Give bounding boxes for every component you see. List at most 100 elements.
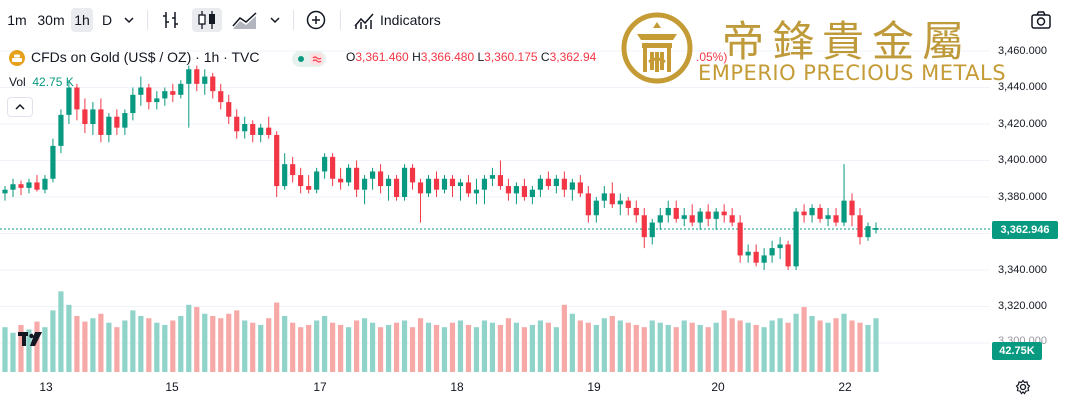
volume-bar [681, 320, 687, 372]
candle-body [98, 109, 104, 135]
volume-bar [817, 320, 823, 372]
candle-body [385, 178, 392, 187]
volume-bar [298, 327, 304, 372]
candle-body [34, 182, 40, 190]
volume-bar [769, 320, 775, 372]
chevron-down-icon[interactable] [266, 8, 284, 32]
candle-body [465, 182, 472, 194]
volume-bar [330, 322, 336, 372]
interval-30m[interactable]: 30m [37, 12, 65, 28]
volume-bar [50, 310, 56, 372]
candle-body [210, 76, 216, 92]
candle-body [497, 175, 504, 187]
interval-1h[interactable]: 1h [71, 8, 93, 32]
candle-body [361, 178, 368, 190]
candle-body [170, 91, 176, 95]
candle-body [633, 207, 639, 216]
volume-bar [809, 316, 815, 372]
indicators-button[interactable]: Indicators [380, 12, 441, 28]
volume-bar [753, 324, 759, 372]
candle-body [202, 76, 208, 84]
candle-body [2, 189, 8, 194]
volume-bar [545, 322, 551, 372]
candle-body [314, 171, 320, 190]
candle-body [425, 178, 432, 194]
candle-body [857, 215, 863, 238]
price-axis-label: 3,400.000 [998, 154, 1047, 166]
candle-body [266, 127, 272, 135]
volume-bar [282, 316, 288, 372]
time-axis-label: 17 [313, 380, 327, 394]
candle-body [282, 164, 288, 187]
candle-body [10, 184, 16, 190]
candle-body [26, 182, 32, 188]
candles-icon[interactable] [192, 8, 222, 32]
candle-body [66, 87, 72, 115]
volume-bar [801, 307, 807, 372]
volume-bar [865, 324, 871, 372]
candle-body [146, 87, 152, 103]
candle-body [18, 184, 24, 188]
watermark-chinese-text: 帝鋒貴金屬 [722, 17, 973, 66]
volume-bar [433, 324, 440, 372]
volume-bar [90, 318, 96, 372]
candle-body [545, 178, 551, 187]
indicators-icon[interactable] [352, 8, 376, 32]
change-percent-tail: .05%) [696, 50, 728, 64]
price-axis-label: 3,340.000 [998, 264, 1047, 276]
candle-body [681, 215, 687, 219]
ohlc-values: O3,361.460 H3,366.480 L3,360.175 C3,362.… [346, 50, 597, 64]
volume-bar [793, 313, 799, 372]
volume-bar [521, 327, 528, 372]
add-compare-icon[interactable] [303, 8, 329, 32]
candle-body [569, 182, 575, 190]
collapse-legend-button[interactable] [7, 97, 33, 117]
volume-bar [250, 322, 256, 372]
interval-d[interactable]: D [101, 12, 113, 28]
volume-bar [873, 318, 879, 372]
candle-body [553, 178, 559, 187]
price-axis-label: 3,420.000 [998, 118, 1047, 130]
candle-body [449, 178, 456, 187]
candle-body [585, 193, 591, 216]
settings-gear-icon[interactable] [1014, 378, 1032, 396]
bar-chart-icon[interactable] [158, 8, 184, 32]
candle-body [298, 175, 304, 187]
candle-body [673, 207, 679, 219]
volume-bar [465, 324, 472, 372]
candlesticks [2, 65, 879, 270]
volume-bar [641, 327, 647, 372]
camera-icon[interactable] [1028, 8, 1054, 32]
symbol-title[interactable]: CFDs on Gold (US$ / OZ) · 1h · TVC [31, 49, 260, 65]
volume-bar [713, 322, 719, 372]
candle-body [154, 98, 160, 103]
candle-body [322, 156, 328, 172]
candle-body [713, 211, 719, 219]
volume-bar [841, 313, 847, 372]
volume-bar [2, 327, 8, 372]
time-axis-label: 18 [450, 380, 464, 394]
top-toolbar: 1m 30m 1h D Indicators [0, 0, 1065, 40]
volume-bar [98, 313, 104, 372]
area-chart-icon[interactable] [230, 8, 260, 32]
volume-bar [617, 320, 623, 372]
candle-body [162, 91, 168, 99]
tradingview-logo[interactable] [18, 330, 46, 348]
chevron-down-icon[interactable] [120, 8, 138, 32]
price-chart[interactable] [0, 40, 1065, 404]
candle-body [641, 215, 647, 238]
time-axis-label: 20 [711, 380, 725, 394]
volume-bar [857, 322, 863, 372]
candle-body [186, 69, 192, 84]
market-status-badge[interactable] [292, 51, 326, 67]
candle-body [817, 207, 823, 219]
volume-bar [577, 320, 583, 372]
candle-body [577, 182, 583, 194]
volume-bar [777, 318, 783, 372]
volume-bar [10, 332, 16, 372]
volume-bar [210, 316, 216, 372]
volume-bar [585, 322, 591, 372]
candle-body [290, 164, 296, 176]
volume-bar [130, 310, 136, 372]
interval-1m[interactable]: 1m [7, 12, 27, 28]
